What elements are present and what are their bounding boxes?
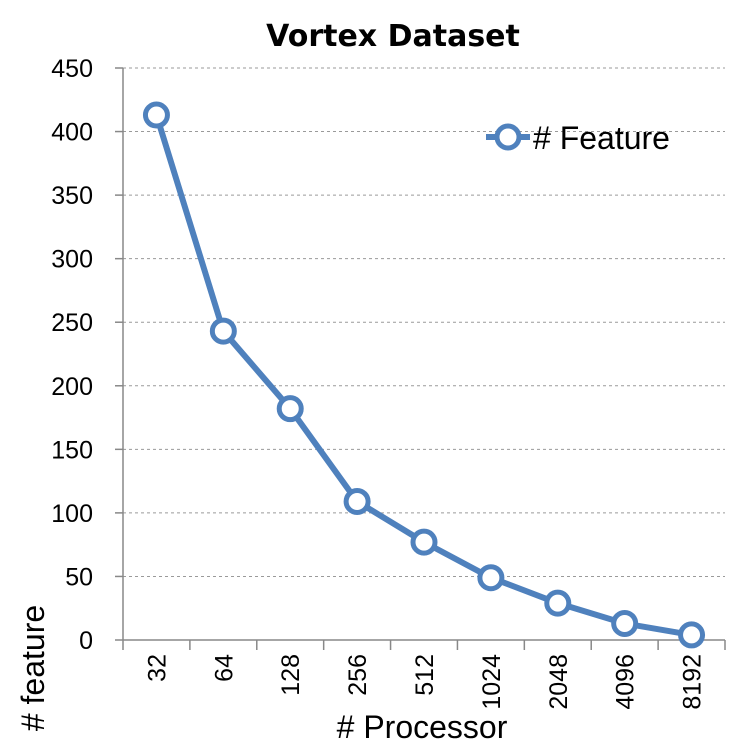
data-point — [544, 589, 572, 617]
x-axis-label: # Processor — [337, 709, 508, 745]
x-tick-label: 2048 — [545, 654, 573, 710]
x-tick-label: 512 — [411, 654, 439, 696]
legend-marker — [494, 123, 522, 151]
y-tick-label: 50 — [65, 563, 93, 591]
data-point — [410, 528, 438, 556]
x-tick-label: 1024 — [478, 654, 506, 710]
data-point — [276, 395, 304, 423]
axes — [115, 67, 726, 650]
y-tick-labels: 0 50 100 150 200 250 300 350 400 450 — [51, 55, 93, 655]
series-line — [153, 114, 693, 638]
x-tick-label: 8192 — [679, 654, 707, 710]
y-tick-label: 450 — [51, 55, 93, 83]
y-tick-label: 100 — [51, 500, 93, 528]
y-tick-label: 400 — [51, 119, 93, 147]
x-tick-label: 32 — [143, 654, 171, 682]
y-tick-label: 300 — [51, 246, 93, 274]
legend: # Feature — [486, 120, 670, 156]
x-tick-label: 64 — [210, 654, 238, 682]
x-tick-label: 128 — [277, 654, 305, 696]
series-group — [142, 101, 706, 649]
data-point — [209, 317, 237, 345]
x-tick-label: 4096 — [612, 654, 640, 710]
data-point — [477, 564, 505, 592]
y-tick-label: 200 — [51, 373, 93, 401]
y-tick-label: 150 — [51, 436, 93, 464]
legend-label: # Feature — [533, 120, 670, 156]
data-point — [142, 101, 170, 129]
data-point — [611, 609, 639, 637]
y-tick-label: 250 — [51, 309, 93, 337]
chart-title: Vortex Dataset — [266, 19, 520, 54]
data-point — [678, 621, 706, 649]
y-tick-label: 350 — [51, 182, 93, 210]
y-axis-label: # feature — [15, 605, 51, 731]
x-tick-labels: 32 64 128 256 512 1024 2048 4096 8192 — [143, 654, 706, 710]
gridlines — [123, 67, 725, 577]
y-tick-label: 0 — [79, 627, 93, 655]
data-point — [343, 487, 371, 515]
x-tick-label: 256 — [344, 654, 372, 696]
